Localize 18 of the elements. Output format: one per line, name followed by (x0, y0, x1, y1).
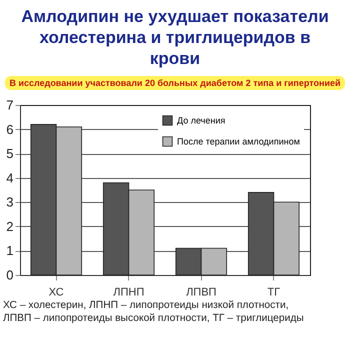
text: ЛПВП – липопротеиды высокой плотности, ТГ – триглицериды (3, 312, 305, 325)
legend-label: До лечения (177, 116, 226, 126)
x-tick-label: ТГ (267, 286, 280, 298)
x-tick-label: ЛПНП (113, 286, 144, 298)
legend-label: После терапии амлодипином (177, 136, 300, 146)
y-tick-label: 4 (6, 170, 14, 186)
x-tick-label: ЛПВП (186, 286, 217, 298)
y-tick-label: 5 (6, 146, 14, 162)
y-tick-label: 2 (6, 218, 14, 234)
y-tick-label: 0 (6, 268, 14, 282)
y-tick-label: 1 (6, 243, 14, 258)
text: ХС – холестерин, ЛПНП – липопротеиды низкой плотности, (3, 299, 290, 312)
y-tick-label: 7 (6, 98, 14, 112)
x-tick-label: ХС (48, 286, 64, 298)
y-tick-label: 6 (6, 122, 14, 137)
chart-subtitle: В исследовании участвовали 20 больных диабетом 2 типа и гипертонией (5, 76, 345, 90)
y-tick-label: 3 (6, 194, 14, 210)
chart-title: Амлодипин не ухудшает показатели холестерина и триглицеридов в крови (20, 6, 330, 69)
